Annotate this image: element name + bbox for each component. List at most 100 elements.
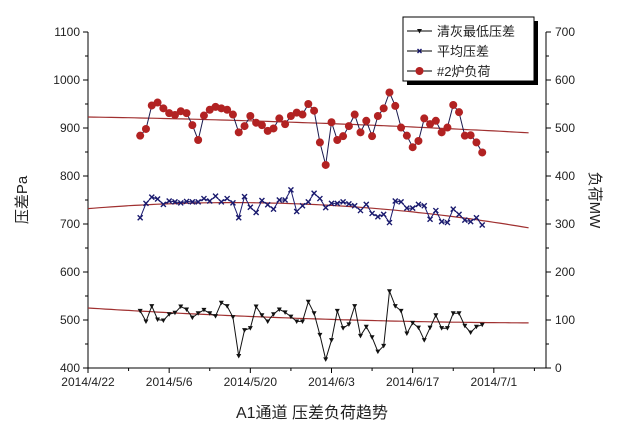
data-point bbox=[257, 121, 266, 130]
legend-marker bbox=[415, 67, 424, 75]
y-tick-label-left: 800 bbox=[60, 169, 80, 183]
data-point bbox=[235, 214, 242, 221]
data-point bbox=[478, 148, 487, 157]
y-axis-label-right: 负荷MW bbox=[586, 172, 603, 229]
data-point bbox=[479, 221, 486, 228]
data-point bbox=[182, 109, 191, 118]
y-tick-label-left: 1000 bbox=[53, 73, 80, 87]
data-point bbox=[315, 138, 324, 147]
data-point bbox=[311, 190, 318, 197]
data-point bbox=[218, 300, 224, 306]
series-group bbox=[136, 88, 487, 362]
data-point bbox=[230, 315, 236, 320]
data-point bbox=[137, 308, 143, 314]
data-point bbox=[246, 112, 255, 120]
data-point bbox=[392, 304, 398, 309]
data-point bbox=[141, 124, 150, 133]
data-point bbox=[345, 200, 352, 207]
data-point bbox=[310, 106, 319, 115]
data-point bbox=[322, 204, 329, 211]
data-point bbox=[282, 197, 289, 203]
data-point bbox=[148, 194, 155, 201]
data-point bbox=[404, 331, 410, 336]
data-point bbox=[386, 219, 393, 226]
data-point bbox=[166, 197, 173, 204]
data-point bbox=[281, 120, 290, 129]
y-tick-label-right: 400 bbox=[555, 169, 575, 183]
data-point bbox=[194, 136, 203, 144]
data-point bbox=[311, 311, 317, 316]
data-point bbox=[270, 206, 277, 213]
data-point bbox=[300, 319, 306, 324]
data-point bbox=[178, 304, 184, 310]
y-tick-label-right: 100 bbox=[555, 313, 575, 327]
data-point bbox=[137, 214, 144, 221]
data-point bbox=[362, 116, 371, 125]
data-point bbox=[369, 210, 376, 217]
data-point bbox=[397, 123, 406, 132]
data-point bbox=[282, 310, 288, 315]
data-point bbox=[340, 198, 347, 205]
data-point bbox=[172, 310, 178, 316]
data-point bbox=[304, 100, 313, 108]
y-tick-label-left: 1100 bbox=[54, 25, 80, 39]
data-point bbox=[380, 211, 387, 218]
data-point bbox=[421, 202, 428, 209]
chart-title: A1通道 压差负荷趋势 bbox=[236, 404, 388, 422]
data-point bbox=[356, 128, 365, 137]
data-point bbox=[305, 198, 312, 205]
data-point bbox=[479, 322, 485, 328]
data-point bbox=[328, 200, 335, 207]
x-tick-label: 2014/5/6 bbox=[146, 375, 193, 389]
data-point bbox=[201, 307, 207, 313]
data-point bbox=[363, 324, 369, 330]
data-point bbox=[271, 312, 277, 317]
data-point bbox=[253, 209, 260, 216]
data-point bbox=[350, 110, 359, 119]
data-point bbox=[420, 114, 429, 123]
data-point bbox=[472, 138, 481, 147]
data-point bbox=[462, 323, 468, 329]
y-tick-label-left: 500 bbox=[60, 313, 80, 327]
data-point bbox=[153, 98, 162, 107]
data-point bbox=[269, 124, 278, 133]
data-point bbox=[340, 326, 346, 331]
data-point bbox=[160, 201, 167, 208]
data-point bbox=[189, 198, 196, 205]
data-point bbox=[385, 88, 394, 97]
data-point bbox=[466, 131, 475, 140]
data-point bbox=[334, 200, 341, 207]
data-point bbox=[444, 219, 451, 226]
data-point bbox=[288, 314, 294, 320]
data-point bbox=[456, 311, 462, 316]
data-point bbox=[439, 326, 445, 331]
data-point bbox=[298, 110, 307, 119]
data-point bbox=[421, 338, 427, 343]
data-point bbox=[183, 198, 190, 205]
data-point bbox=[323, 357, 329, 362]
data-point bbox=[188, 121, 197, 130]
data-point bbox=[473, 214, 480, 221]
data-point bbox=[344, 122, 353, 131]
data-point bbox=[410, 320, 416, 326]
data-point bbox=[357, 207, 364, 214]
x-tick-label: 2014/6/3 bbox=[308, 375, 355, 389]
data-point bbox=[460, 131, 469, 140]
data-point bbox=[328, 338, 334, 343]
x-tick-label: 2014/7/1 bbox=[470, 375, 517, 389]
data-point bbox=[206, 197, 213, 204]
data-point bbox=[293, 208, 300, 215]
data-point bbox=[432, 207, 439, 214]
data-point bbox=[184, 307, 190, 312]
y-tick-label-left: 900 bbox=[60, 121, 80, 135]
trend-lines bbox=[87, 116, 529, 324]
data-point bbox=[369, 335, 375, 340]
legend-label: 清灰最低压差 bbox=[437, 24, 515, 39]
data-point bbox=[415, 201, 422, 208]
data-point bbox=[240, 122, 249, 131]
data-point bbox=[247, 204, 254, 211]
data-point bbox=[317, 332, 323, 338]
data-point bbox=[391, 101, 400, 110]
data-point bbox=[195, 311, 201, 316]
data-point bbox=[450, 311, 456, 316]
